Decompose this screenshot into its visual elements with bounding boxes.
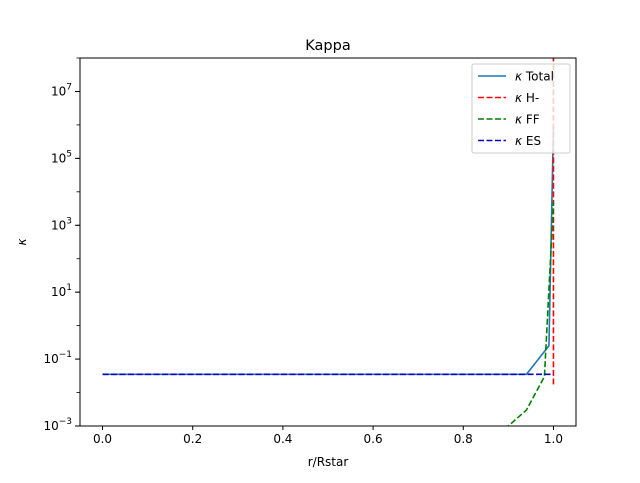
- legend-box: [471, 63, 571, 154]
- x-tick-label: 0.0: [93, 432, 112, 446]
- plot-frame: [79, 57, 577, 427]
- y-axis-label: κ: [15, 238, 29, 246]
- y-tick-label: 103: [51, 216, 72, 232]
- y-tick-label: 10−3: [43, 417, 72, 433]
- y-tick-label: 10−1: [43, 350, 72, 366]
- y-tick-label: 107: [51, 82, 72, 98]
- y-tick-label: 105: [51, 149, 72, 165]
- x-axis: 0.0 0.2 0.4 0.6 0.8 1.0: [93, 426, 563, 446]
- chart-title: Kappa: [305, 38, 350, 54]
- x-tick-label: 0.4: [273, 432, 292, 446]
- x-axis-label: r/Rstar: [308, 455, 349, 469]
- y-tick-label: 101: [51, 283, 72, 299]
- legend-label-2: κ FF: [515, 113, 540, 127]
- legend-label-3: κ ES: [515, 134, 541, 148]
- legend-label-0: κ Total: [515, 70, 554, 84]
- x-tick-label: 0.6: [364, 432, 383, 446]
- y-axis: 10−3 10−1 101 103 105 107: [43, 57, 80, 433]
- x-tick-label: 0.8: [454, 432, 473, 446]
- x-tick-label: 0.2: [183, 432, 202, 446]
- x-tick-label: 1.0: [544, 432, 563, 446]
- legend: κ Total κ H-κ FF κ ES: [471, 63, 571, 154]
- legend-label-1: κ H-: [515, 91, 539, 105]
- series-line-2: [507, 201, 555, 426]
